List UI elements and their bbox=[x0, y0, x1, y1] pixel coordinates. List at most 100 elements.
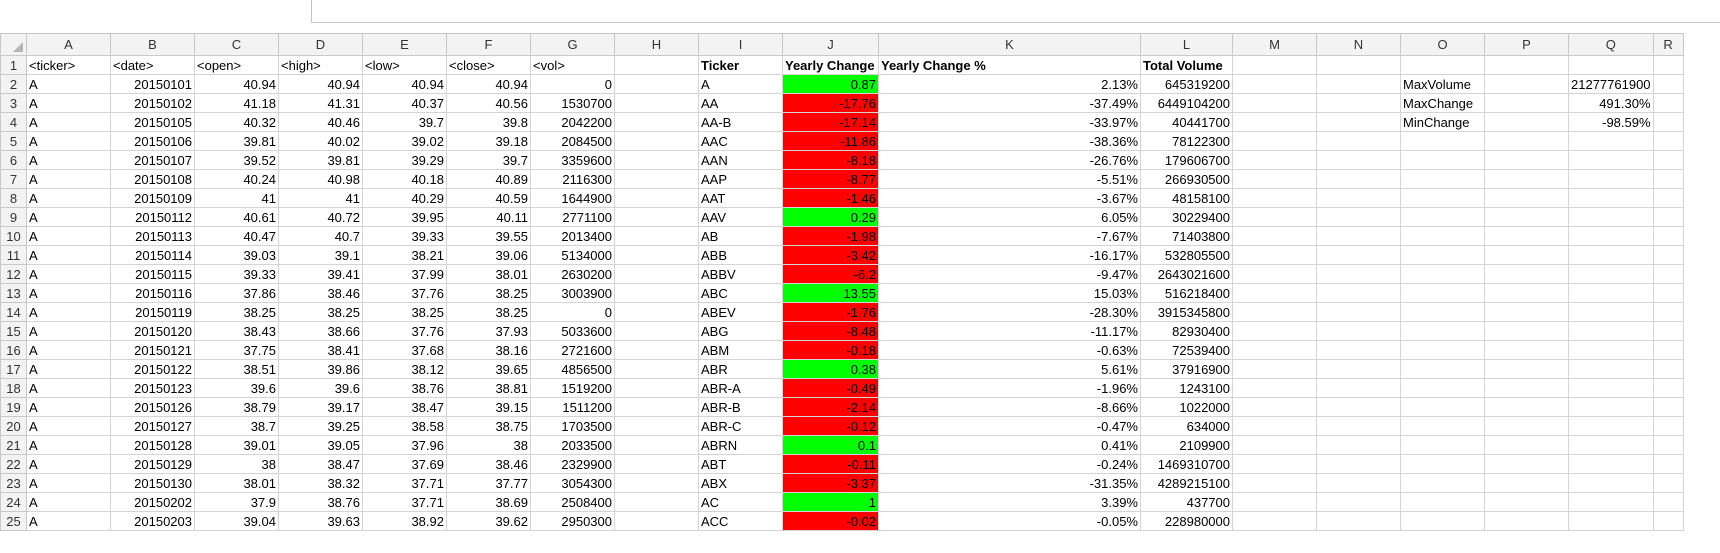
cell-h3[interactable] bbox=[614, 93, 699, 113]
cell-o10[interactable] bbox=[1400, 226, 1485, 246]
cell-l5[interactable]: 78122300 bbox=[1140, 131, 1233, 151]
cell-b9[interactable]: 20150112 bbox=[110, 207, 195, 227]
cell-c3[interactable]: 41.18 bbox=[194, 93, 279, 113]
cell-b8[interactable]: 20150109 bbox=[110, 188, 195, 208]
cell-l25[interactable]: 228980000 bbox=[1140, 511, 1233, 531]
cell-o20[interactable] bbox=[1400, 416, 1485, 436]
cell-d8[interactable]: 41 bbox=[278, 188, 363, 208]
cell-h20[interactable] bbox=[614, 416, 699, 436]
cell-d4[interactable]: 40.46 bbox=[278, 112, 363, 132]
cell-k9[interactable]: 6.05% bbox=[878, 207, 1141, 227]
cell-j22[interactable]: -0.11 bbox=[782, 454, 879, 474]
cell-p1[interactable] bbox=[1484, 55, 1569, 75]
cell-c10[interactable]: 40.47 bbox=[194, 226, 279, 246]
cell-h9[interactable] bbox=[614, 207, 699, 227]
cell-o1[interactable] bbox=[1400, 55, 1485, 75]
cell-o21[interactable] bbox=[1400, 435, 1485, 455]
cell-e10[interactable]: 39.33 bbox=[362, 226, 447, 246]
row-header[interactable]: 16 bbox=[0, 340, 27, 360]
cell-o13[interactable] bbox=[1400, 283, 1485, 303]
cell-b1[interactable]: <date> bbox=[110, 55, 195, 75]
row-header[interactable]: 2 bbox=[0, 74, 27, 94]
cell-g14[interactable]: 0 bbox=[530, 302, 615, 322]
cell-e17[interactable]: 38.12 bbox=[362, 359, 447, 379]
cell-p25[interactable] bbox=[1484, 511, 1569, 531]
cell-g24[interactable]: 2508400 bbox=[530, 492, 615, 512]
cell-d9[interactable]: 40.72 bbox=[278, 207, 363, 227]
cell-a9[interactable]: A bbox=[26, 207, 111, 227]
cell-d2[interactable]: 40.94 bbox=[278, 74, 363, 94]
cell-l8[interactable]: 48158100 bbox=[1140, 188, 1233, 208]
cell-a1[interactable]: <ticker> bbox=[26, 55, 111, 75]
cell-r22[interactable] bbox=[1652, 454, 1684, 474]
cell-b3[interactable]: 20150102 bbox=[110, 93, 195, 113]
cell-o5[interactable] bbox=[1400, 131, 1485, 151]
cell-j6[interactable]: -8.18 bbox=[782, 150, 879, 170]
cell-i7[interactable]: AAP bbox=[698, 169, 783, 189]
cell-c9[interactable]: 40.61 bbox=[194, 207, 279, 227]
cell-j8[interactable]: -1.46 bbox=[782, 188, 879, 208]
cell-i11[interactable]: ABB bbox=[698, 245, 783, 265]
cell-m1[interactable] bbox=[1232, 55, 1317, 75]
cell-o3[interactable]: MaxChange bbox=[1400, 93, 1485, 113]
cell-o22[interactable] bbox=[1400, 454, 1485, 474]
cell-n17[interactable] bbox=[1316, 359, 1401, 379]
cell-j25[interactable]: -0.02 bbox=[782, 511, 879, 531]
cell-i22[interactable]: ABT bbox=[698, 454, 783, 474]
cell-h24[interactable] bbox=[614, 492, 699, 512]
cell-f3[interactable]: 40.56 bbox=[446, 93, 531, 113]
column-header-r[interactable]: R bbox=[1652, 33, 1684, 56]
cell-p3[interactable] bbox=[1484, 93, 1569, 113]
cell-m17[interactable] bbox=[1232, 359, 1317, 379]
cell-k12[interactable]: -9.47% bbox=[878, 264, 1141, 284]
cell-e18[interactable]: 38.76 bbox=[362, 378, 447, 398]
row-header[interactable]: 13 bbox=[0, 283, 27, 303]
cell-i1[interactable]: Ticker bbox=[698, 55, 783, 75]
cell-r5[interactable] bbox=[1652, 131, 1684, 151]
cell-m18[interactable] bbox=[1232, 378, 1317, 398]
cell-a11[interactable]: A bbox=[26, 245, 111, 265]
cell-c15[interactable]: 38.43 bbox=[194, 321, 279, 341]
cell-i6[interactable]: AAN bbox=[698, 150, 783, 170]
cell-i5[interactable]: AAC bbox=[698, 131, 783, 151]
cell-g6[interactable]: 3359600 bbox=[530, 150, 615, 170]
cell-e21[interactable]: 37.96 bbox=[362, 435, 447, 455]
column-header-b[interactable]: B bbox=[110, 33, 195, 56]
column-header-h[interactable]: H bbox=[614, 33, 699, 56]
cell-j19[interactable]: -2.14 bbox=[782, 397, 879, 417]
cell-k20[interactable]: -0.47% bbox=[878, 416, 1141, 436]
cell-g5[interactable]: 2084500 bbox=[530, 131, 615, 151]
cell-a21[interactable]: A bbox=[26, 435, 111, 455]
cell-g2[interactable]: 0 bbox=[530, 74, 615, 94]
cell-i19[interactable]: ABR-B bbox=[698, 397, 783, 417]
cell-j1[interactable]: Yearly Change bbox=[782, 55, 879, 75]
cell-q14[interactable] bbox=[1568, 302, 1654, 322]
cell-o17[interactable] bbox=[1400, 359, 1485, 379]
row-header[interactable]: 12 bbox=[0, 264, 27, 284]
cell-c16[interactable]: 37.75 bbox=[194, 340, 279, 360]
cell-o25[interactable] bbox=[1400, 511, 1485, 531]
cell-r17[interactable] bbox=[1652, 359, 1684, 379]
cell-l6[interactable]: 179606700 bbox=[1140, 150, 1233, 170]
cell-p6[interactable] bbox=[1484, 150, 1569, 170]
cell-b17[interactable]: 20150122 bbox=[110, 359, 195, 379]
cell-e25[interactable]: 38.92 bbox=[362, 511, 447, 531]
cell-q22[interactable] bbox=[1568, 454, 1654, 474]
cell-r1[interactable] bbox=[1652, 55, 1684, 75]
cell-d25[interactable]: 39.63 bbox=[278, 511, 363, 531]
cell-n16[interactable] bbox=[1316, 340, 1401, 360]
column-header-f[interactable]: F bbox=[446, 33, 531, 56]
cell-l7[interactable]: 266930500 bbox=[1140, 169, 1233, 189]
row-header[interactable]: 1 bbox=[0, 55, 27, 75]
cell-h7[interactable] bbox=[614, 169, 699, 189]
cell-d3[interactable]: 41.31 bbox=[278, 93, 363, 113]
cell-n9[interactable] bbox=[1316, 207, 1401, 227]
cell-g16[interactable]: 2721600 bbox=[530, 340, 615, 360]
cell-d21[interactable]: 39.05 bbox=[278, 435, 363, 455]
cell-e22[interactable]: 37.69 bbox=[362, 454, 447, 474]
cell-n6[interactable] bbox=[1316, 150, 1401, 170]
cell-n7[interactable] bbox=[1316, 169, 1401, 189]
cell-o15[interactable] bbox=[1400, 321, 1485, 341]
cell-a6[interactable]: A bbox=[26, 150, 111, 170]
cell-h17[interactable] bbox=[614, 359, 699, 379]
